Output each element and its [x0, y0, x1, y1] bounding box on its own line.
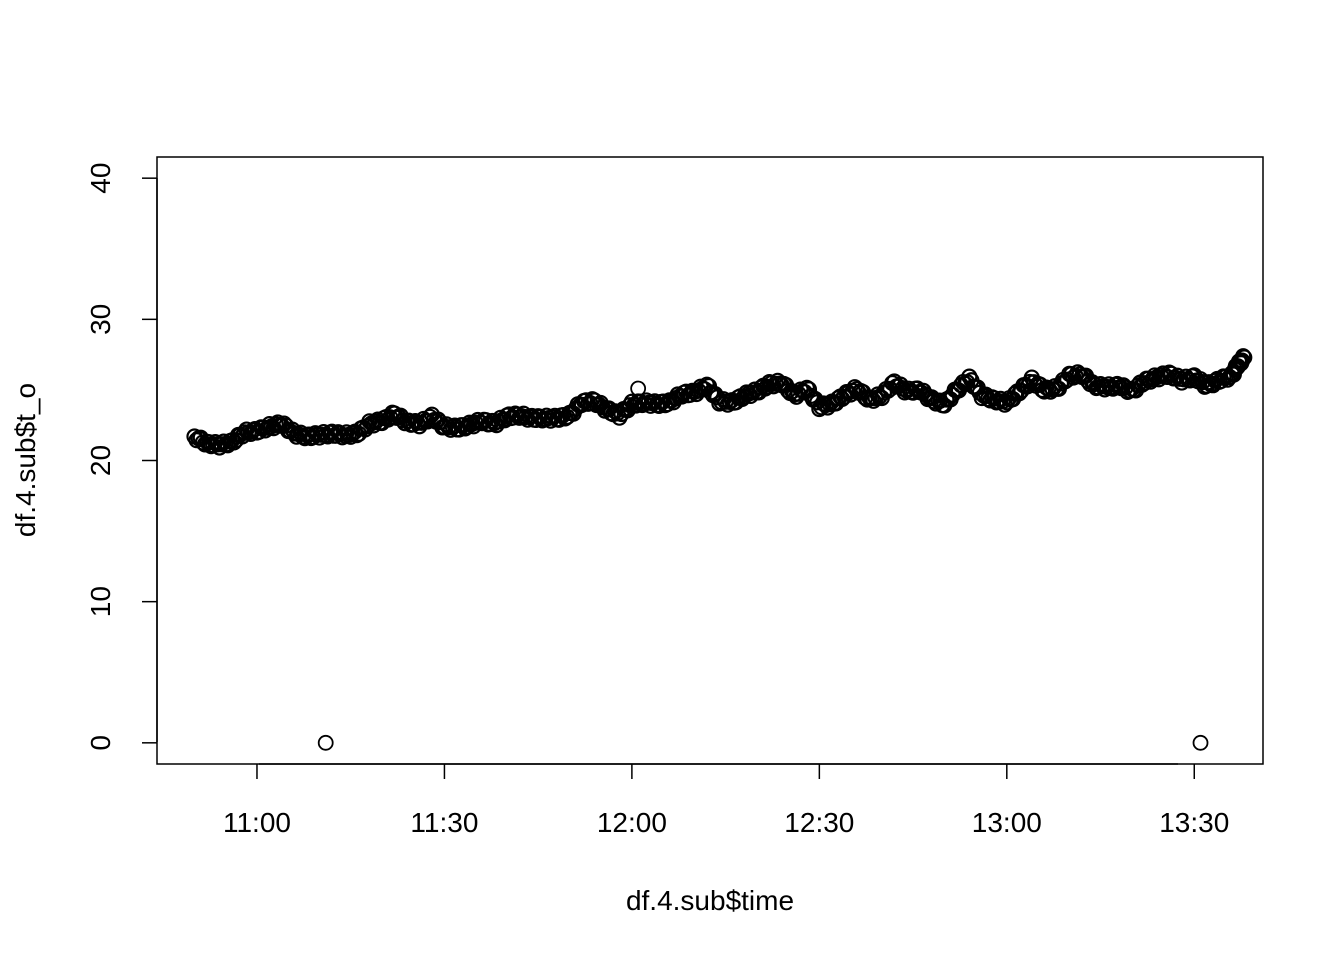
data-point — [973, 389, 990, 407]
y-tick-label: 30 — [85, 304, 116, 335]
outlier-point — [1192, 734, 1209, 751]
data-point — [815, 395, 832, 412]
y-tick-label: 20 — [85, 445, 116, 476]
data-point — [1236, 349, 1253, 366]
x-tick-label: 13:00 — [972, 807, 1042, 838]
outlier-point — [317, 734, 334, 751]
y-axis-label: df.4.sub$t_o — [10, 383, 41, 537]
y-tick-label: 0 — [85, 735, 116, 751]
y-tick-label: 40 — [85, 163, 116, 194]
plot-frame — [156, 156, 1264, 765]
x-tick-label: 11:00 — [223, 807, 291, 838]
data-point — [1200, 374, 1217, 391]
data-point — [407, 412, 424, 430]
data-point — [461, 414, 478, 431]
x-tick-label: 13:30 — [1159, 807, 1229, 838]
x-tick-label: 11:30 — [410, 807, 478, 838]
x-tick-label: 12:00 — [597, 807, 667, 838]
x-axis-label: df.4.sub$time — [626, 885, 794, 916]
data-point — [269, 414, 286, 431]
data-point — [484, 412, 501, 430]
data-points — [186, 348, 1253, 751]
x-tick-label: 12:30 — [784, 807, 854, 838]
data-point — [361, 413, 378, 430]
x-axis: 11:00 11:30 12:00 12:30 13:00 13:30 — [223, 763, 1229, 838]
y-axis: 0 10 20 30 40 — [85, 163, 158, 751]
data-point — [338, 424, 355, 441]
outlier-point — [630, 380, 647, 397]
y-tick-label: 10 — [85, 586, 116, 617]
data-point — [215, 433, 232, 450]
